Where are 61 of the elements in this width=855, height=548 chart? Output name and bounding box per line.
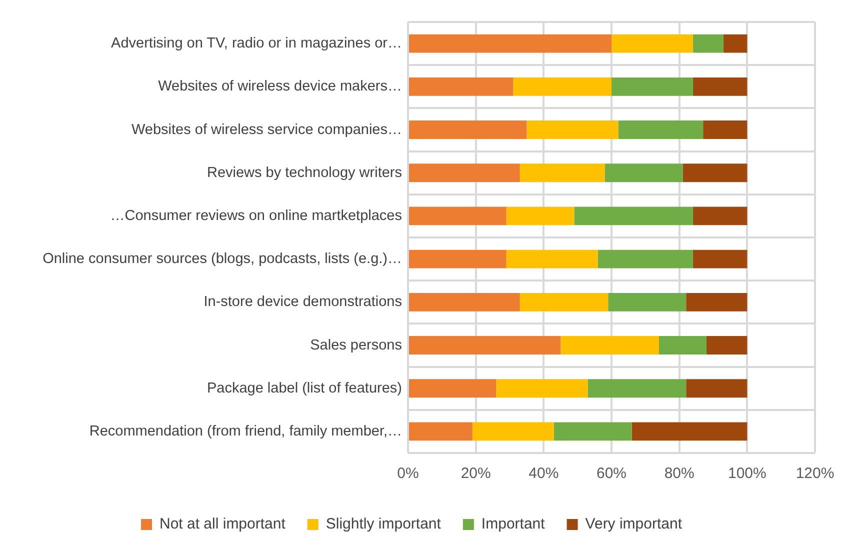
y-tick-label: Online consumer sources (blogs, podcasts, lists (e.g.)… bbox=[42, 251, 402, 268]
bar bbox=[604, 164, 683, 182]
bar bbox=[706, 336, 748, 354]
bar bbox=[692, 77, 748, 96]
y-tick-label: …Consumer reviews on online martketplaces bbox=[110, 208, 402, 224]
bar bbox=[682, 164, 748, 182]
bar bbox=[496, 379, 588, 398]
bar bbox=[632, 422, 748, 441]
y-tick-label: In-store device demonstrations bbox=[204, 294, 402, 310]
bar bbox=[472, 422, 554, 441]
bar bbox=[574, 206, 693, 226]
legend-label: Slightly important bbox=[326, 516, 442, 533]
bar bbox=[598, 250, 693, 268]
bar bbox=[692, 206, 748, 226]
y-tick-label: Websites of wireless device makers… bbox=[158, 78, 402, 95]
y-tick-label: Websites of wireless service companies… bbox=[132, 122, 402, 138]
bar bbox=[409, 34, 612, 53]
x-tick-label: 100% bbox=[728, 465, 766, 482]
bar bbox=[703, 120, 748, 139]
y-tick-label: Recommendation (from friend, family member,… bbox=[89, 423, 402, 440]
legend-label: Very important bbox=[585, 516, 683, 533]
bar bbox=[618, 120, 704, 139]
y-tick-label: Advertising on TV, radio or in magazines or… bbox=[111, 36, 402, 52]
bar bbox=[723, 34, 748, 53]
bar bbox=[560, 336, 659, 354]
bar bbox=[409, 336, 561, 354]
y-tick-label: Package label (list of features) bbox=[206, 380, 402, 396]
bar bbox=[588, 379, 686, 398]
legend-label: Not at all important bbox=[159, 516, 286, 533]
y-tick-label: Reviews by technology writers bbox=[206, 164, 402, 181]
bar bbox=[686, 292, 748, 312]
legend-label: Important bbox=[481, 516, 546, 533]
bar bbox=[686, 379, 748, 398]
bar bbox=[506, 206, 574, 226]
bar bbox=[409, 422, 472, 441]
y-tick-label: Sales persons bbox=[310, 337, 402, 354]
bar bbox=[520, 164, 605, 182]
bar bbox=[608, 292, 686, 312]
bar bbox=[409, 77, 514, 96]
bar bbox=[409, 379, 496, 398]
bar bbox=[520, 292, 608, 312]
bar bbox=[554, 422, 632, 441]
bar bbox=[692, 250, 748, 268]
x-tick-label: 120% bbox=[796, 465, 834, 482]
bar bbox=[409, 250, 506, 268]
x-tick-label: 20% bbox=[460, 465, 491, 482]
bar bbox=[612, 34, 693, 53]
bar bbox=[409, 206, 506, 226]
bar bbox=[506, 250, 598, 268]
bar bbox=[612, 77, 693, 96]
x-tick-label: 80% bbox=[664, 465, 694, 482]
bar bbox=[526, 120, 618, 139]
x-tick-label: 40% bbox=[528, 465, 559, 482]
x-tick-label: 0% bbox=[397, 465, 419, 482]
bar bbox=[409, 120, 527, 139]
bar bbox=[658, 336, 706, 354]
bar bbox=[513, 77, 612, 96]
x-tick-label: 60% bbox=[596, 465, 627, 482]
bar bbox=[692, 34, 724, 53]
bar bbox=[409, 164, 520, 182]
bar bbox=[409, 292, 520, 312]
